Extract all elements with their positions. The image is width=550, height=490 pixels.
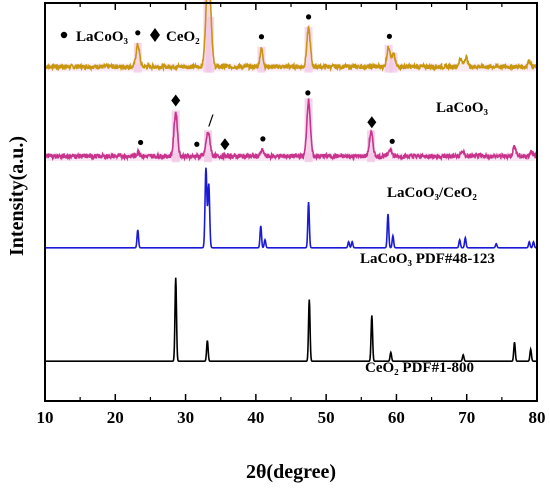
- marker-diamond-1-3: [220, 138, 230, 151]
- y-axis-title: Intensity(a.u.): [6, 136, 28, 256]
- series-line-1: [44, 98, 538, 162]
- marker-dot-1-0: [137, 139, 144, 146]
- series-1-peak-highlight-1: [171, 110, 180, 163]
- series-line-2: [45, 167, 537, 249]
- marker-diamond-1-6: [367, 116, 377, 129]
- marker-dot-1-2: [194, 141, 200, 147]
- series-lines: [44, 0, 538, 362]
- marker-dot-1-5: [305, 90, 311, 96]
- x-tick-label-1: 20: [107, 408, 124, 427]
- marker-dot-0-0: [135, 30, 141, 36]
- x-tick-label-7: 80: [529, 408, 546, 427]
- legend-lacoo3-label: LaCoO₃: [76, 29, 129, 45]
- x-axis-title: 2θ(degree): [246, 461, 336, 483]
- x-axis-ticks: 10 20 30 40 50 60 70 80: [37, 3, 546, 427]
- phase-markers: /: [135, 14, 395, 151]
- series-label-lacoo3-ceo2: LaCoO₃/CeO₂: [387, 185, 477, 201]
- series-0-peak-highlight-0: [133, 42, 142, 73]
- marker-dot-1-7: [389, 138, 395, 144]
- series-label-lacoo3-pdf: LaCoO₃ PDF#48-123: [360, 251, 495, 267]
- legend-lacoo3-dot: [60, 31, 68, 39]
- series-label-lacoo3: LaCoO₃: [436, 100, 489, 116]
- series-0-peak-highlight-6: [389, 52, 398, 73]
- legend: LaCoO₃ CeO₂: [60, 28, 200, 45]
- x-tick-label-0: 10: [37, 408, 54, 427]
- series-0-peak-highlight-5: [384, 44, 393, 73]
- x-tick-label-2: 30: [177, 408, 194, 427]
- marker-slash: /: [207, 110, 214, 130]
- legend-ceo2-label: CeO₂: [166, 29, 200, 45]
- legend-ceo2-diamond: [150, 28, 160, 42]
- series-line-3: [45, 277, 537, 362]
- series-0-peak-highlight-2: [206, 16, 215, 73]
- x-tick-label-5: 60: [388, 408, 405, 427]
- series-1-peak-highlight-2: [204, 130, 213, 163]
- x-tick-label-4: 50: [318, 408, 335, 427]
- marker-dot-0-4: [386, 33, 392, 39]
- x-tick-label-6: 70: [458, 408, 475, 427]
- x-tick-label-3: 40: [247, 408, 264, 427]
- series-1-peak-highlight-4: [304, 98, 313, 163]
- marker-dot-1-4: [260, 136, 266, 142]
- series-line-0: [44, 0, 538, 73]
- peak-highlights: [47, 0, 535, 163]
- series-1-peak-highlight-5: [367, 130, 376, 163]
- series-0-peak-highlight-3: [257, 46, 266, 73]
- series-0-peak-highlight-4: [304, 26, 313, 73]
- marker-diamond-1-1: [171, 94, 181, 107]
- series-label-ceo2-pdf: CeO₂ PDF#1-800: [365, 360, 474, 376]
- marker-dot-0-2: [258, 34, 265, 40]
- marker-dot-0-3: [305, 14, 312, 20]
